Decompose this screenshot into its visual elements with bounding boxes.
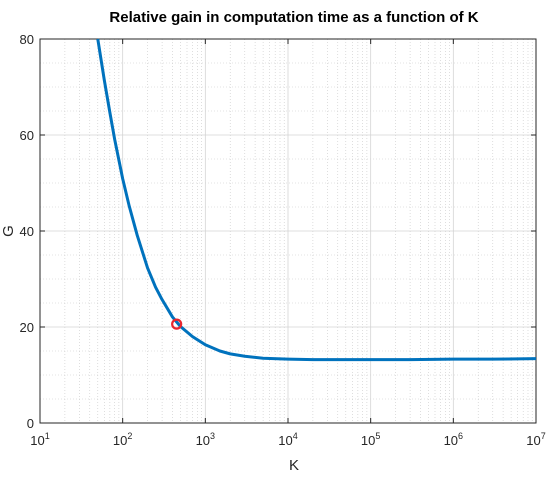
x-tick-label: 102 [113, 431, 132, 448]
x-axis-ticks: 101 102 103 104 105 106 107 [30, 39, 546, 448]
major-gridlines [40, 39, 536, 423]
x-tick-label: 106 [444, 431, 463, 448]
y-axis-label: G [0, 225, 17, 237]
y-tick-label: 40 [20, 224, 34, 239]
y-tick-label: 60 [20, 128, 34, 143]
series-line [96, 38, 537, 362]
x-tick-label: 104 [278, 431, 297, 448]
y-tick-label: 20 [20, 320, 34, 335]
x-axis-label: K [289, 457, 299, 474]
x-tick-label: 103 [196, 431, 215, 448]
series-layer [96, 38, 537, 362]
highlight-marker [171, 318, 183, 330]
x-tick-label: 105 [361, 431, 380, 448]
y-tick-label: 80 [20, 32, 34, 47]
y-tick-label: 0 [27, 416, 34, 431]
chart-title: Relative gain in computation time as a f… [109, 9, 478, 26]
x-tick-label: 101 [30, 431, 49, 448]
x-tick-label: 107 [526, 431, 545, 448]
y-axis-ticks: 0 20 40 60 80 [20, 32, 536, 431]
marker-layer [171, 318, 183, 330]
